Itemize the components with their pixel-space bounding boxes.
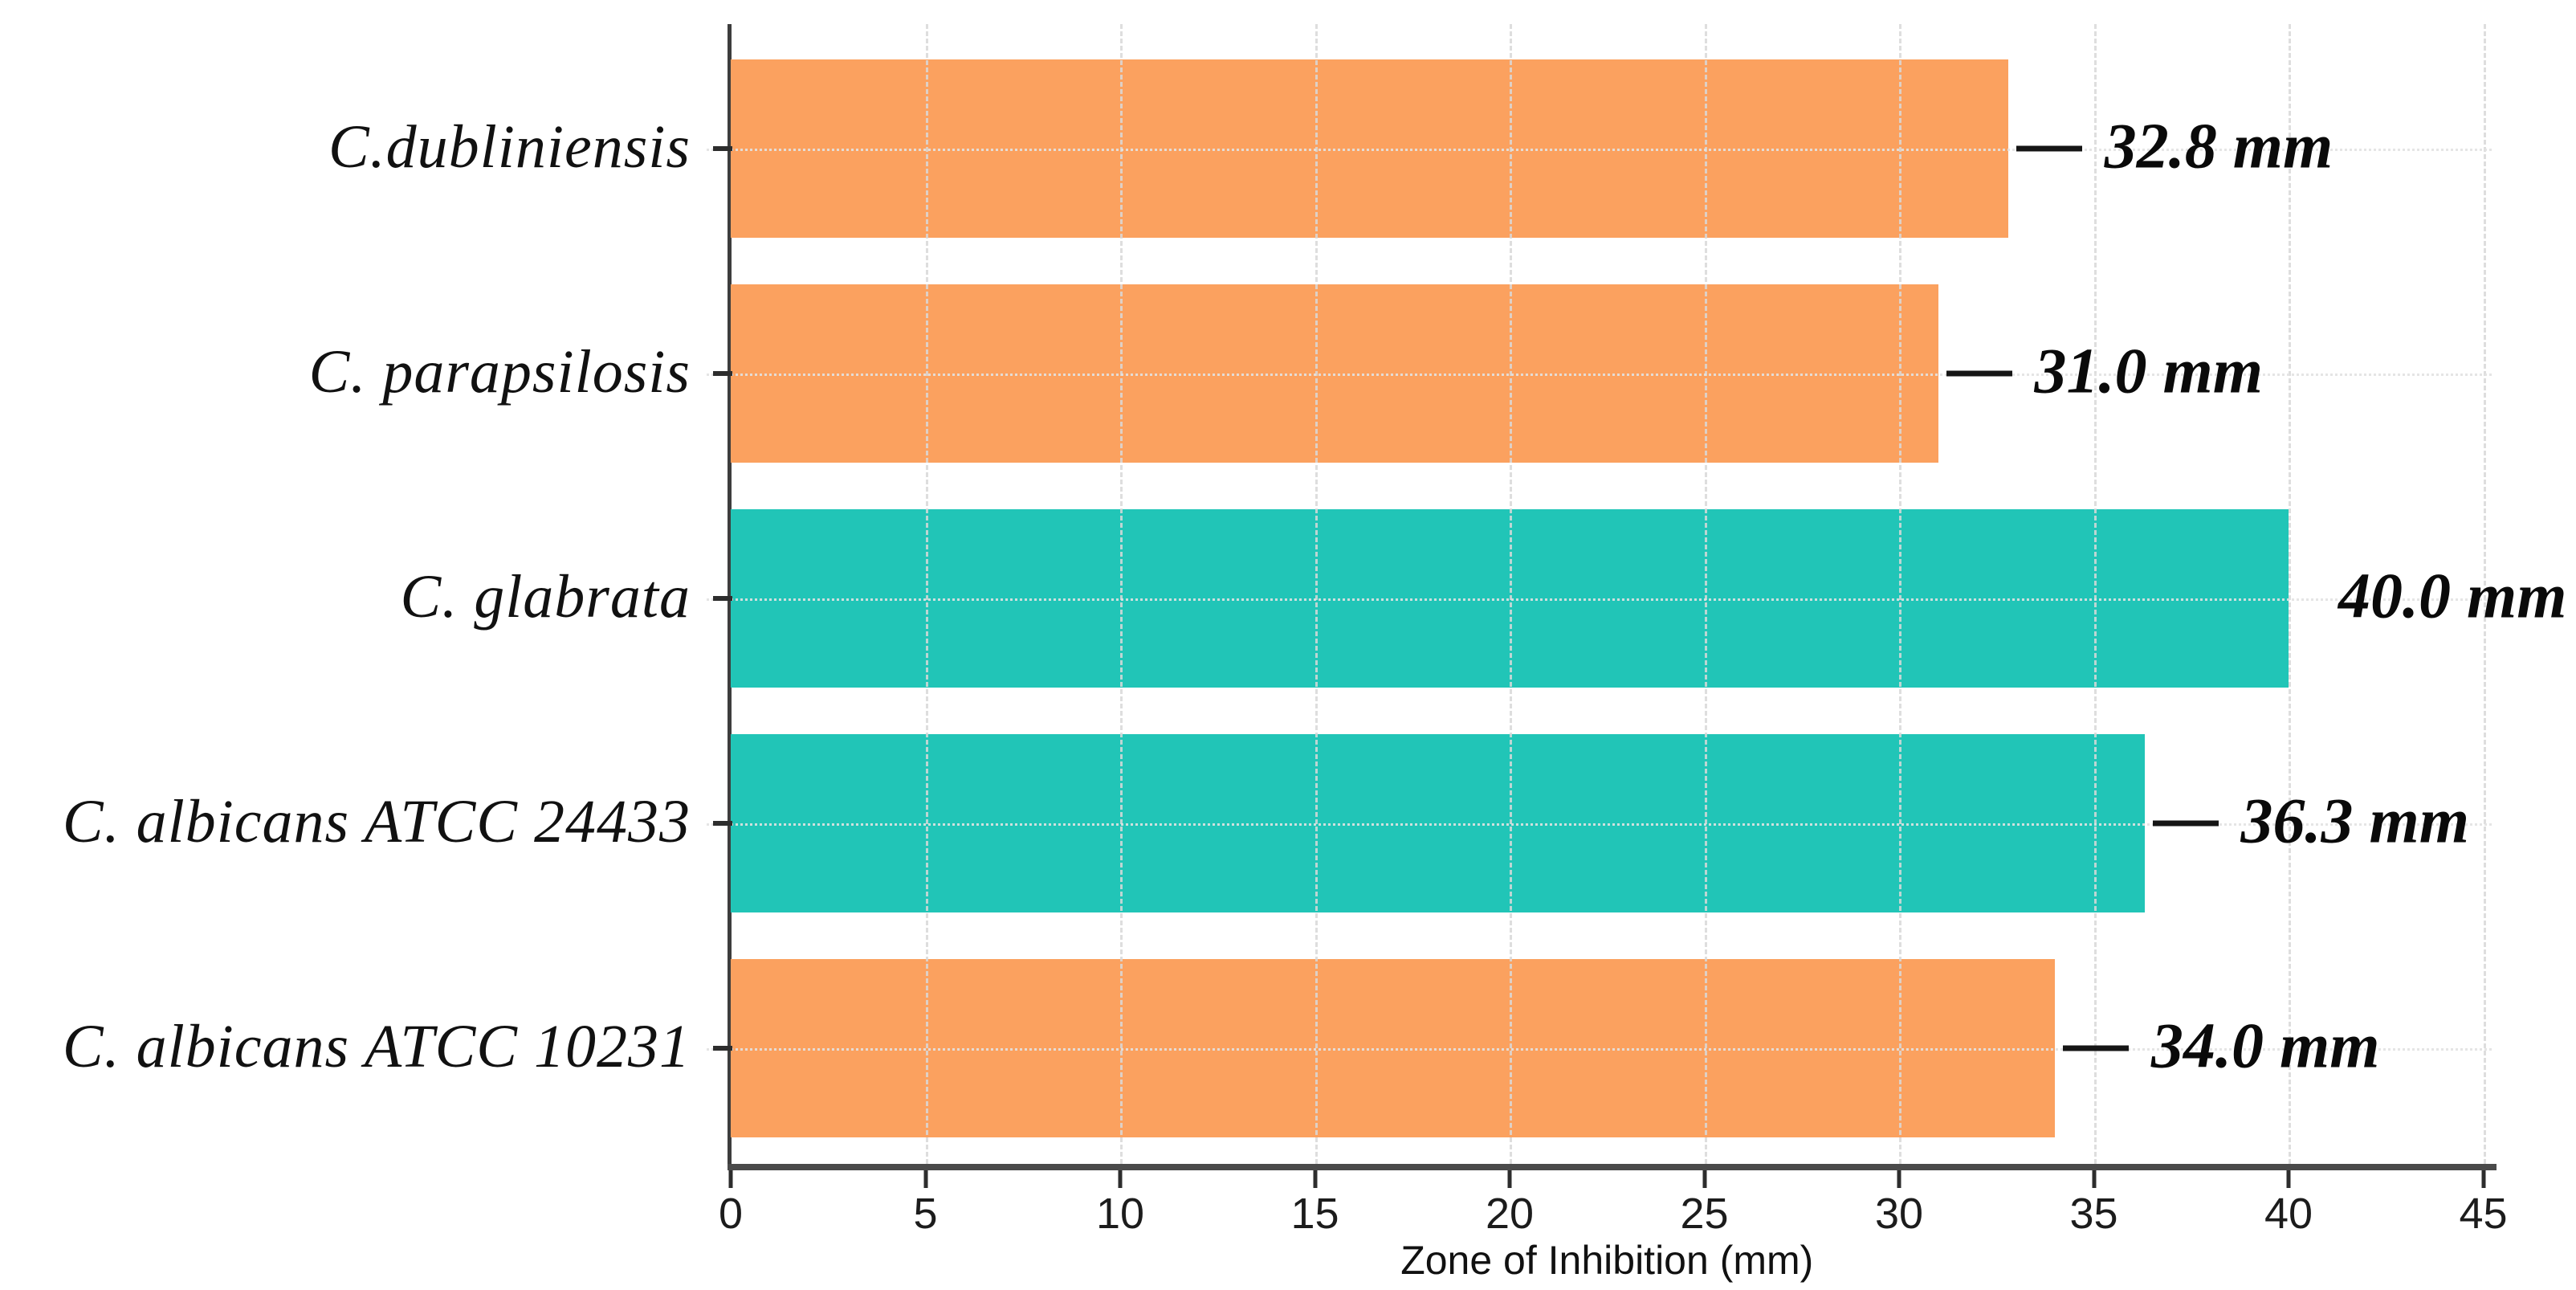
x-tick: [2092, 1170, 2096, 1188]
category-gridline: [707, 598, 2492, 601]
value-leader-line: [2152, 820, 2219, 827]
value-label: 40.0 mm: [2338, 561, 2567, 632]
x-tick: [728, 1170, 733, 1188]
x-axis-spine: [728, 1164, 2497, 1170]
value-label: 36.3 mm: [2240, 786, 2469, 857]
x-gridline: [2483, 24, 2486, 1164]
category-gridline: [707, 149, 2492, 151]
x-tick-label: 10: [1095, 1190, 1145, 1238]
x-tick-label: 5: [913, 1190, 938, 1238]
y-tick: [713, 371, 732, 376]
x-tick-label: 15: [1290, 1190, 1339, 1238]
x-tick: [2481, 1170, 2485, 1188]
category-label: C. albicans ATCC 10231: [62, 1012, 691, 1080]
x-gridline: [1120, 24, 1123, 1164]
x-tick: [1702, 1170, 1706, 1188]
x-tick: [1507, 1170, 1512, 1188]
x-gridline: [2093, 24, 2097, 1164]
value-leader-line: [2063, 1045, 2129, 1051]
y-tick: [713, 1046, 732, 1051]
x-tick-label: 25: [1680, 1190, 1729, 1238]
x-tick-label: 40: [2264, 1190, 2313, 1238]
x-tick: [2286, 1170, 2291, 1188]
x-gridline: [1704, 24, 1707, 1164]
category-gridline: [707, 1048, 2492, 1051]
value-leader-line: [2016, 145, 2082, 152]
x-gridline: [1314, 24, 1318, 1164]
category-gridline: [707, 823, 2492, 826]
x-tick-label: 20: [1485, 1190, 1535, 1238]
y-tick: [713, 596, 732, 601]
x-gridline: [1510, 24, 1512, 1164]
y-tick: [713, 821, 732, 826]
y-tick: [713, 146, 732, 151]
x-tick-label: 45: [2459, 1190, 2508, 1238]
category-gridline: [707, 374, 2492, 376]
category-label: C.dubliniensis: [328, 112, 691, 181]
x-tick: [1118, 1170, 1123, 1188]
x-tick-label: 0: [718, 1190, 744, 1238]
value-label: 34.0 mm: [2151, 1010, 2380, 1082]
value-label: 31.0 mm: [2034, 336, 2263, 407]
value-label: 32.8 mm: [2104, 111, 2333, 182]
x-tick: [923, 1170, 927, 1188]
x-tick: [1313, 1170, 1317, 1188]
category-label: C. albicans ATCC 24433: [62, 787, 691, 855]
x-tick: [1897, 1170, 1901, 1188]
x-axis-title: Zone of Inhibition (mm): [1400, 1238, 1814, 1283]
category-label: C. glabrata: [400, 562, 691, 631]
x-tick-label: 35: [2069, 1190, 2118, 1238]
x-gridline: [1899, 24, 1901, 1164]
category-label: C. parapsilosis: [308, 337, 691, 406]
x-gridline: [2289, 24, 2291, 1164]
x-tick-label: 30: [1874, 1190, 1924, 1238]
x-gridline: [925, 24, 928, 1164]
value-leader-line: [1946, 370, 2012, 377]
